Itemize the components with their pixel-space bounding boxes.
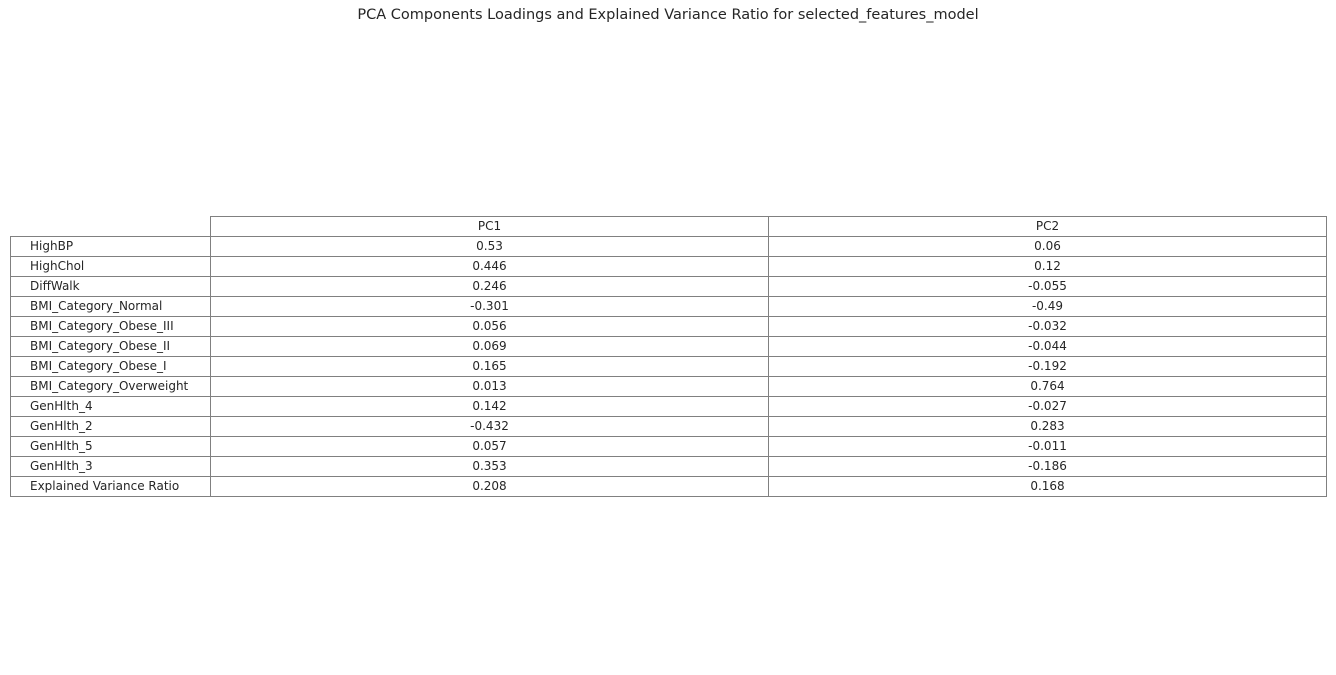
table-cell-pc2: -0.032	[768, 316, 1327, 337]
table-body: PC1 PC2 HighBP 0.53 0.06 HighChol 0.446 0.12 D…	[10, 216, 1327, 497]
row-header: GenHlth_4	[10, 396, 211, 417]
table-row: GenHlth_3 0.353 -0.186	[10, 456, 1327, 477]
table-cell-pc1: -0.432	[210, 416, 769, 437]
table-cell-pc2: -0.192	[768, 356, 1327, 377]
table-cell-pc2: -0.044	[768, 336, 1327, 357]
table-cell-pc1: 0.013	[210, 376, 769, 397]
row-header: BMI_Category_Normal	[10, 296, 211, 317]
table-cell-pc1: 0.165	[210, 356, 769, 377]
table-row: GenHlth_5 0.057 -0.011	[10, 436, 1327, 457]
row-header: HighChol	[10, 256, 211, 277]
pca-loadings-table: PC1 PC2 HighBP 0.53 0.06 HighChol 0.446 0.12 D…	[10, 216, 1327, 497]
table-row: DiffWalk 0.246 -0.055	[10, 276, 1327, 297]
row-header: GenHlth_2	[10, 416, 211, 437]
table-row: BMI_Category_Overweight 0.013 0.764	[10, 376, 1327, 397]
row-header: Explained Variance Ratio	[10, 476, 211, 497]
table-row: BMI_Category_Normal -0.301 -0.49	[10, 296, 1327, 317]
table-cell-pc2: 0.06	[768, 236, 1327, 257]
row-header: DiffWalk	[10, 276, 211, 297]
table-cell-pc2: -0.027	[768, 396, 1327, 417]
row-header: GenHlth_5	[10, 436, 211, 457]
table-cell-pc2: -0.011	[768, 436, 1327, 457]
row-header: BMI_Category_Obese_I	[10, 356, 211, 377]
table-row: HighBP 0.53 0.06	[10, 236, 1327, 257]
table-cell-pc2: 0.283	[768, 416, 1327, 437]
row-header: BMI_Category_Obese_III	[10, 316, 211, 337]
table-cell-pc1: 0.246	[210, 276, 769, 297]
table-row: GenHlth_4 0.142 -0.027	[10, 396, 1327, 417]
table-cell-pc1: 0.353	[210, 456, 769, 477]
table-row: BMI_Category_Obese_I 0.165 -0.192	[10, 356, 1327, 377]
table-cell-pc2: 0.12	[768, 256, 1327, 277]
row-header: HighBP	[10, 236, 211, 257]
table-row: HighChol 0.446 0.12	[10, 256, 1327, 277]
row-header: GenHlth_3	[10, 456, 211, 477]
table-row: BMI_Category_Obese_III 0.056 -0.032	[10, 316, 1327, 337]
table-corner-cell	[11, 217, 211, 237]
table-cell-pc1: 0.056	[210, 316, 769, 337]
table-cell-pc1: 0.142	[210, 396, 769, 417]
table-cell-pc1: 0.057	[210, 436, 769, 457]
table-cell-pc2: -0.49	[768, 296, 1327, 317]
chart-title: PCA Components Loadings and Explained Va…	[357, 7, 979, 23]
column-header-pc2: PC2	[768, 216, 1327, 237]
table-row: BMI_Category_Obese_II 0.069 -0.044	[10, 336, 1327, 357]
table-cell-pc2: 0.764	[768, 376, 1327, 397]
table-cell-pc1: -0.301	[210, 296, 769, 317]
table-cell-pc1: 0.069	[210, 336, 769, 357]
table-row: GenHlth_2 -0.432 0.283	[10, 416, 1327, 437]
table-cell-pc2: 0.168	[768, 476, 1327, 497]
table-row: Explained Variance Ratio 0.208 0.168	[10, 476, 1327, 497]
column-header-pc1: PC1	[210, 216, 769, 237]
row-header: BMI_Category_Obese_II	[10, 336, 211, 357]
table-cell-pc2: -0.186	[768, 456, 1327, 477]
table-cell-pc1: 0.53	[210, 236, 769, 257]
table-cell-pc1: 0.208	[210, 476, 769, 497]
pca-table-container: PC1 PC2 HighBP 0.53 0.06 HighChol 0.446 0.12 D…	[10, 216, 1327, 497]
table-cell-pc1: 0.446	[210, 256, 769, 277]
row-header: BMI_Category_Overweight	[10, 376, 211, 397]
table-cell-pc2: -0.055	[768, 276, 1327, 297]
table-header-row: PC1 PC2	[11, 216, 1327, 237]
